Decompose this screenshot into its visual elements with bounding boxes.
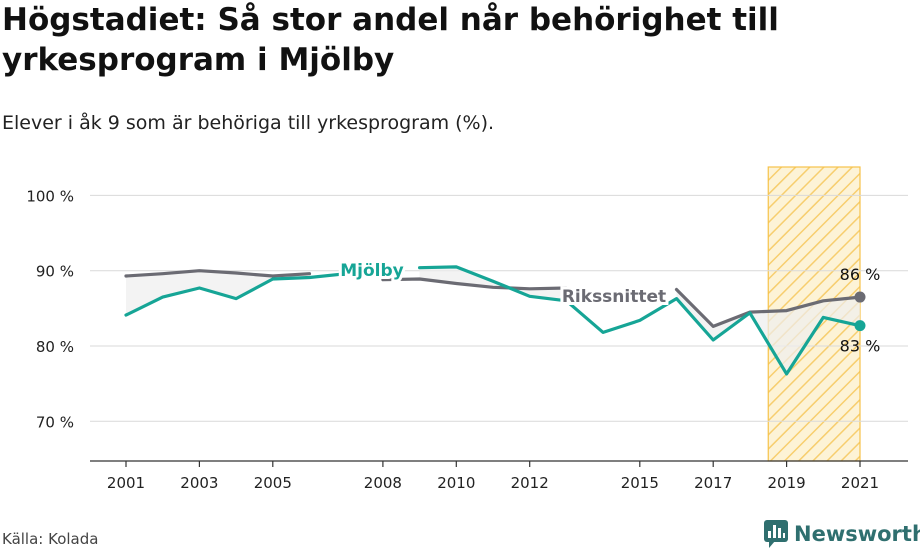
series-line-rikssnittet (124, 269, 862, 328)
x-tick-label: 2005 (254, 474, 292, 492)
x-tick-label: 2008 (364, 474, 402, 492)
end-label-mjolby: 83 % (840, 337, 881, 356)
brand: Newsworthy (764, 519, 920, 549)
end-point-mjolby (854, 320, 866, 332)
x-tick-label: 2010 (437, 474, 475, 492)
brand-name: Newsworthy (794, 522, 920, 546)
series-line-mjolby (124, 265, 862, 376)
x-tick-label: 2001 (107, 474, 145, 492)
end-point-rikssnittet (854, 291, 866, 303)
chart-title: Högstadiet: Så stor andel når behörighet… (2, 2, 779, 78)
x-tick-label: 2003 (180, 474, 218, 492)
gap-area (419, 266, 567, 301)
x-tick-label: 2021 (841, 474, 879, 492)
source-note: Källa: Kolada (2, 530, 99, 548)
y-tick-label: 90 % (36, 263, 74, 281)
y-tick-label: 100 % (26, 187, 74, 205)
gap-area (676, 289, 860, 374)
x-tick-label: 2019 (768, 474, 806, 492)
series-label-mjolby: Mjölby (340, 261, 404, 281)
x-tick-label: 2017 (694, 474, 732, 492)
series-label-rikssnittet: Rikssnittet (562, 287, 666, 307)
newsworthy-logo-icon (764, 520, 788, 548)
y-tick-label: 80 % (36, 338, 74, 356)
line-chart: 70 % 80 % 90 % 100 % 2001 2003 2005 2008 2010 201… (26, 166, 908, 492)
chart-subtitle: Elever i åk 9 som är behöriga till yrkes… (2, 112, 495, 134)
y-tick-label: 70 % (36, 413, 74, 431)
x-tick-label: 2012 (511, 474, 549, 492)
end-label-rikssnittet: 86 % (840, 265, 881, 284)
x-tick-label: 2015 (621, 474, 659, 492)
